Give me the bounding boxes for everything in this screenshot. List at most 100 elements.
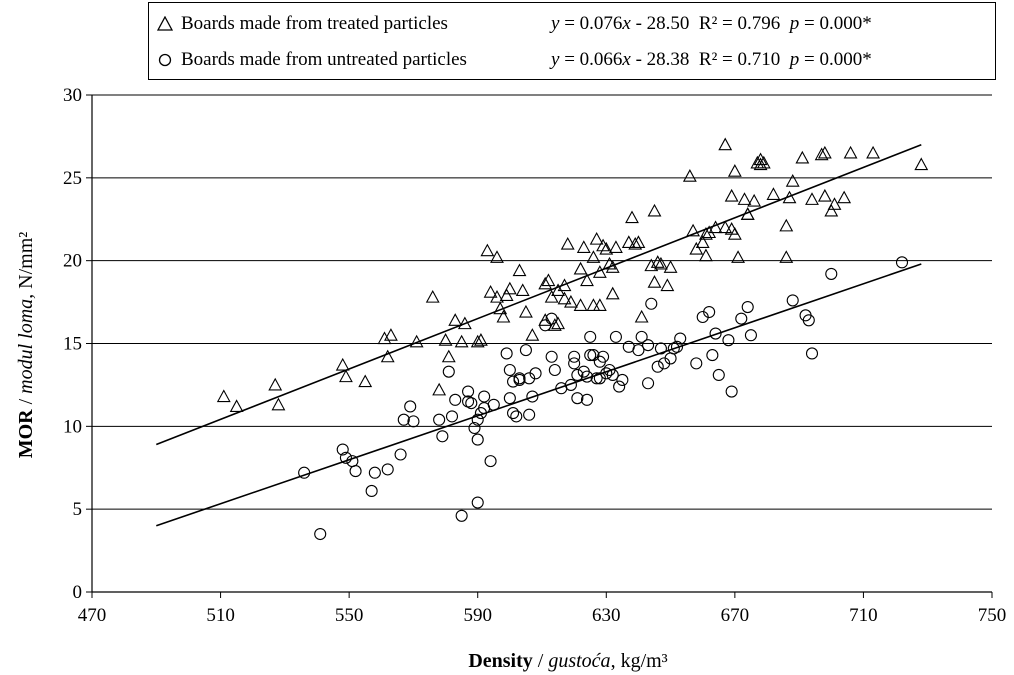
untreated-point xyxy=(642,339,655,352)
grid-lines xyxy=(92,94,992,510)
y-tick-label: 25 xyxy=(63,168,82,189)
untreated-point xyxy=(744,329,757,342)
treated-point xyxy=(843,145,858,159)
legend-r2-treated: R² = 0.796 xyxy=(698,13,781,34)
treated-point xyxy=(538,276,553,290)
treated-point xyxy=(837,190,852,204)
x-tick-label: 590 xyxy=(463,605,492,626)
treated-point xyxy=(474,333,488,346)
treated-point xyxy=(753,152,768,166)
untreated-point xyxy=(526,390,539,403)
untreated-point xyxy=(709,327,722,340)
untreated-point xyxy=(471,413,484,426)
treated-point xyxy=(634,309,649,323)
untreated-point xyxy=(487,398,500,411)
treated-point xyxy=(441,349,456,363)
untreated-point xyxy=(674,332,687,345)
untreated-point xyxy=(722,334,735,347)
treated-point xyxy=(358,374,373,388)
untreated-point xyxy=(529,367,542,380)
untreated-point xyxy=(703,305,716,319)
untreated-point xyxy=(568,357,581,370)
treated-point xyxy=(782,190,797,204)
x-tick-label: 750 xyxy=(978,605,1007,626)
treated-point xyxy=(817,145,832,159)
treated-point xyxy=(380,349,395,363)
treated-point xyxy=(564,294,578,308)
x-tick-label: 470 xyxy=(78,605,107,626)
untreated-point xyxy=(397,413,410,426)
y-tick-label: 30 xyxy=(63,85,82,106)
untreated-point xyxy=(449,393,462,406)
treated-point xyxy=(425,289,440,303)
circle-marker-icon xyxy=(158,53,172,67)
untreated-point xyxy=(462,385,475,398)
treated-point xyxy=(409,334,424,348)
treated-point xyxy=(335,357,350,371)
treated-point xyxy=(647,203,662,217)
treated-point xyxy=(737,192,752,205)
untreated-point xyxy=(825,267,838,280)
untreated-point xyxy=(645,297,658,310)
treated-point xyxy=(557,278,572,292)
untreated-point xyxy=(805,347,819,360)
untreated-point xyxy=(465,397,478,410)
treated-point xyxy=(499,288,514,302)
untreated-point xyxy=(336,443,349,456)
untreated-point xyxy=(484,455,497,468)
untreated-point xyxy=(571,392,584,405)
treated-point xyxy=(271,397,286,411)
treated-point xyxy=(512,263,527,277)
treated-point xyxy=(605,260,620,273)
treated-point xyxy=(747,193,762,207)
untreated-point xyxy=(471,433,484,446)
y-tick-label: 20 xyxy=(63,251,82,272)
treated-point xyxy=(538,313,553,326)
untreated-point xyxy=(706,349,719,362)
untreated-point xyxy=(442,365,455,378)
untreated-point xyxy=(571,368,584,382)
legend-label-treated: Boards made from treated particles xyxy=(181,13,448,34)
legend-equation-untreated: y = 0.066x - 28.38 R² = 0.710 p = 0.000* xyxy=(551,49,872,70)
untreated-point xyxy=(539,319,552,332)
treated-point xyxy=(496,309,511,323)
untreated-point xyxy=(503,363,516,377)
untreated-point xyxy=(735,312,748,325)
treated-point xyxy=(621,235,636,248)
y-tick-label: 15 xyxy=(63,334,82,355)
treated-point xyxy=(695,235,710,248)
untreated-point xyxy=(381,463,394,476)
untreated-point xyxy=(368,466,381,479)
treated-point xyxy=(817,188,832,202)
treated-point xyxy=(438,333,453,346)
untreated-point xyxy=(519,344,532,357)
treated-point xyxy=(268,377,283,391)
untreated-point xyxy=(407,415,420,428)
treated-point xyxy=(647,275,662,288)
untreated-point xyxy=(478,390,491,403)
untreated-point xyxy=(468,421,481,435)
treated-point xyxy=(731,250,745,263)
trendline-untreated xyxy=(156,263,922,527)
data-points xyxy=(216,137,929,541)
treated-point xyxy=(573,298,588,311)
untreated-point xyxy=(314,527,327,541)
untreated-point xyxy=(568,350,581,363)
treated-point xyxy=(544,289,559,303)
treated-point xyxy=(628,236,643,250)
untreated-point xyxy=(455,509,468,522)
untreated-point xyxy=(404,400,417,413)
x-tick-label: 510 xyxy=(206,605,235,626)
untreated-point xyxy=(642,377,655,390)
treated-point xyxy=(596,238,610,252)
treated-point xyxy=(824,203,839,217)
treated-point xyxy=(602,256,617,270)
treated-point xyxy=(766,187,781,200)
trendline-treated xyxy=(155,143,922,446)
treated-point xyxy=(589,231,604,245)
treated-point xyxy=(480,243,495,257)
treated-point xyxy=(644,258,659,272)
untreated-point xyxy=(507,407,520,420)
y-tick-label: 5 xyxy=(73,499,83,520)
